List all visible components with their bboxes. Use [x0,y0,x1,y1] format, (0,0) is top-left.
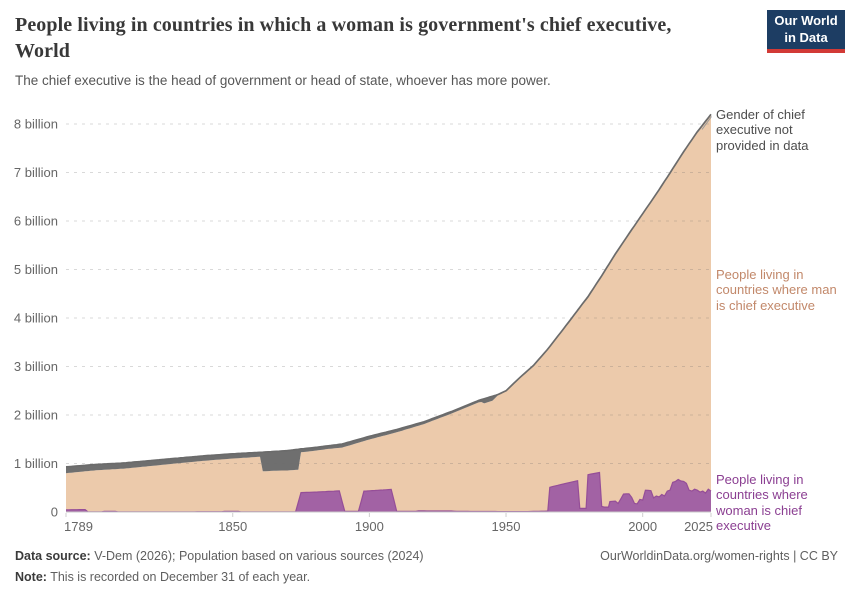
svg-text:7 billion: 7 billion [14,165,58,180]
note-line: Note: This is recorded on December 31 of… [15,567,424,588]
svg-text:5 billion: 5 billion [14,262,58,277]
owid-logo[interactable]: Our World in Data [767,10,845,53]
data-source-label: Data source: [15,549,91,563]
svg-text:1950: 1950 [492,519,521,534]
note-value: This is recorded on December 31 of each … [50,570,311,584]
annotation-nodata: Gender of chief executive not provided i… [716,107,809,153]
chart-footer: Data source: V-Dem (2026); Population ba… [15,546,838,588]
footer-right: OurWorldinData.org/women-rights | CC BY [600,546,838,567]
license-link[interactable]: CC BY [799,549,838,563]
svg-text:2025: 2025 [684,519,713,534]
svg-text:0: 0 [51,505,58,520]
annotation-man: People living in countries where man is … [716,267,837,313]
y-axis-labels: 0 1 billion 2 billion 3 billion 4 billion 5 b… [14,117,58,520]
total-top-line [65,113,712,468]
svg-text:4 billion: 4 billion [14,311,58,326]
data-source-value: V-Dem (2026); Population based on variou… [94,549,424,563]
footer-separator: | [793,549,797,563]
annotation-woman: People living in countries where woman i… [716,472,808,533]
svg-text:3 billion: 3 billion [14,359,58,374]
note-label: Note: [15,570,47,584]
x-axis-labels: 1789 1850 1900 1950 2000 2025 [64,519,713,534]
svg-text:1850: 1850 [218,519,247,534]
svg-text:2000: 2000 [628,519,657,534]
chart-subtitle: The chief executive is the head of gover… [15,73,551,88]
area-woman[interactable] [66,472,711,513]
footer-left: Data source: V-Dem (2026); Population ba… [15,546,424,588]
data-source-line: Data source: V-Dem (2026); Population ba… [15,546,424,567]
owid-logo-line2: in Data [784,29,828,45]
gridlines [66,123,711,464]
stacked-areas[interactable] [66,114,711,512]
svg-text:1900: 1900 [355,519,384,534]
svg-text:1789: 1789 [64,519,93,534]
svg-text:1 billion: 1 billion [14,456,58,471]
svg-text:2 billion: 2 billion [14,408,58,423]
svg-text:8 billion: 8 billion [14,117,58,132]
area-man[interactable] [66,114,711,512]
chart-header: People living in countries in which a wo… [15,10,845,88]
svg-text:6 billion: 6 billion [14,214,58,229]
owid-logo-line1: Our World [774,13,838,29]
axes [65,511,712,517]
owid-url-link[interactable]: OurWorldinData.org/women-rights [600,549,790,563]
page-title: People living in countries in which a wo… [15,14,672,62]
annotation-leader-line [701,116,712,130]
